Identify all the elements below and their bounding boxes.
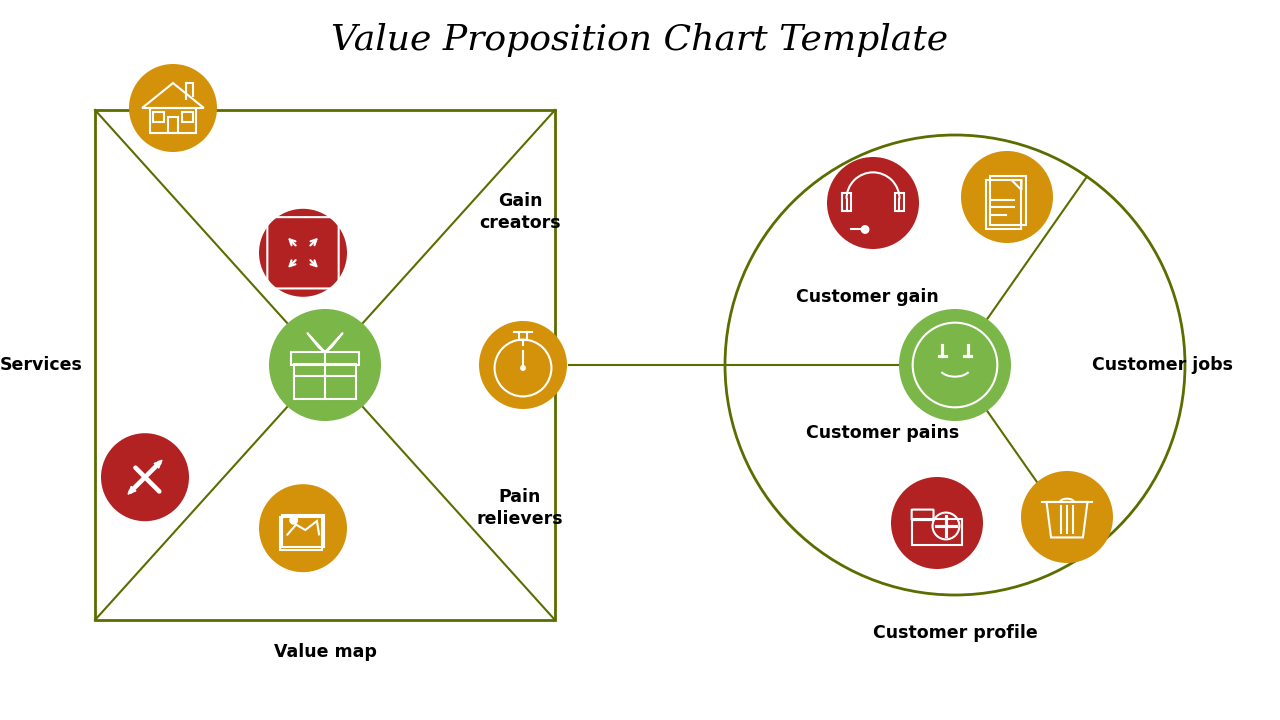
Circle shape [1021, 471, 1114, 563]
Bar [293, 364, 356, 399]
Circle shape [899, 309, 1011, 421]
Circle shape [479, 321, 567, 409]
Circle shape [521, 366, 525, 370]
Bar [154, 112, 164, 122]
Text: Value map: Value map [274, 643, 376, 661]
Bar [182, 112, 192, 122]
Text: Customer pains: Customer pains [806, 424, 960, 442]
Circle shape [259, 209, 347, 297]
Text: Customer jobs: Customer jobs [1093, 356, 1234, 374]
Bar [518, 332, 527, 340]
Bar [895, 193, 905, 211]
Circle shape [891, 477, 983, 569]
Circle shape [129, 64, 218, 152]
Circle shape [269, 309, 381, 421]
Text: Value Proposition Chart Template: Value Proposition Chart Template [332, 23, 948, 57]
Bar [150, 108, 196, 133]
Bar [291, 352, 360, 365]
Text: Customer profile: Customer profile [873, 624, 1037, 642]
Circle shape [291, 516, 297, 524]
Text: Customer gain: Customer gain [796, 288, 938, 306]
Circle shape [259, 484, 347, 572]
Circle shape [961, 151, 1053, 243]
Circle shape [861, 226, 869, 233]
Text: Gain
creators: Gain creators [479, 192, 561, 232]
Text: Services: Services [0, 356, 83, 374]
Bar [841, 193, 851, 211]
Circle shape [101, 433, 189, 521]
Circle shape [827, 157, 919, 249]
Text: Pain
relievers: Pain relievers [476, 487, 563, 528]
Bar [168, 117, 178, 133]
